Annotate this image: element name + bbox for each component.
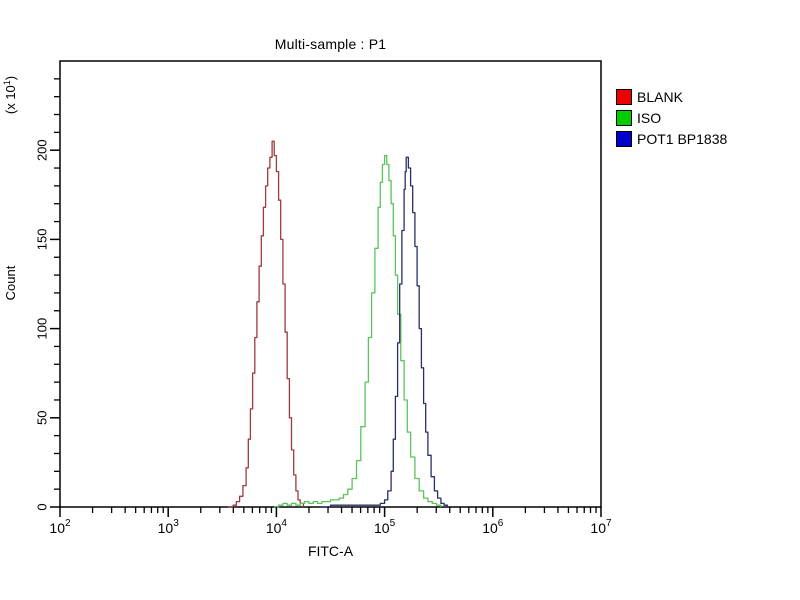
legend-item-iso: ISO xyxy=(616,110,727,126)
x-tick-label: 102 xyxy=(49,518,71,536)
x-tick-label: 105 xyxy=(374,518,396,536)
x-axis-label: FITC-A xyxy=(308,543,354,559)
curve-iso xyxy=(274,154,442,508)
y-tick-label: 100 xyxy=(34,318,49,340)
y-tick-label: 0 xyxy=(34,503,49,510)
legend-item-pot1-bp1838: POT1 BP1838 xyxy=(616,131,727,147)
legend-label-blank: BLANK xyxy=(637,89,683,105)
legend-swatch-pot1-bp1838 xyxy=(616,131,632,147)
legend-item-blank: BLANK xyxy=(616,89,727,105)
y-tick-label: 150 xyxy=(34,229,49,251)
chart-title: Multi-sample : P1 xyxy=(274,36,387,52)
curve-blank xyxy=(227,140,305,508)
series-curves xyxy=(227,140,449,508)
legend-swatch-blank xyxy=(616,89,632,105)
y-axis-unit-label: (x 101) xyxy=(2,76,18,114)
x-tick-label: 106 xyxy=(482,518,504,536)
plot-border xyxy=(59,60,602,508)
x-axis: 102 103 104 105 106 107 FITC-A xyxy=(49,507,612,559)
legend: BLANK ISO POT1 BP1838 xyxy=(616,89,727,152)
x-tick-label: 107 xyxy=(590,518,612,536)
x-tick-label: 103 xyxy=(158,518,180,536)
y-axis: 0 50 100 150 200 Count (x 101) xyxy=(2,76,60,511)
y-tick-label: 200 xyxy=(34,139,49,161)
legend-label-pot1-bp1838: POT1 BP1838 xyxy=(637,131,728,147)
legend-swatch-iso xyxy=(616,110,632,126)
x-tick-label: 104 xyxy=(266,518,288,536)
legend-label-iso: ISO xyxy=(637,110,662,126)
y-tick-label: 50 xyxy=(34,411,49,425)
curve-pot1-bp1838 xyxy=(319,156,449,508)
y-axis-label: Count xyxy=(3,265,18,300)
